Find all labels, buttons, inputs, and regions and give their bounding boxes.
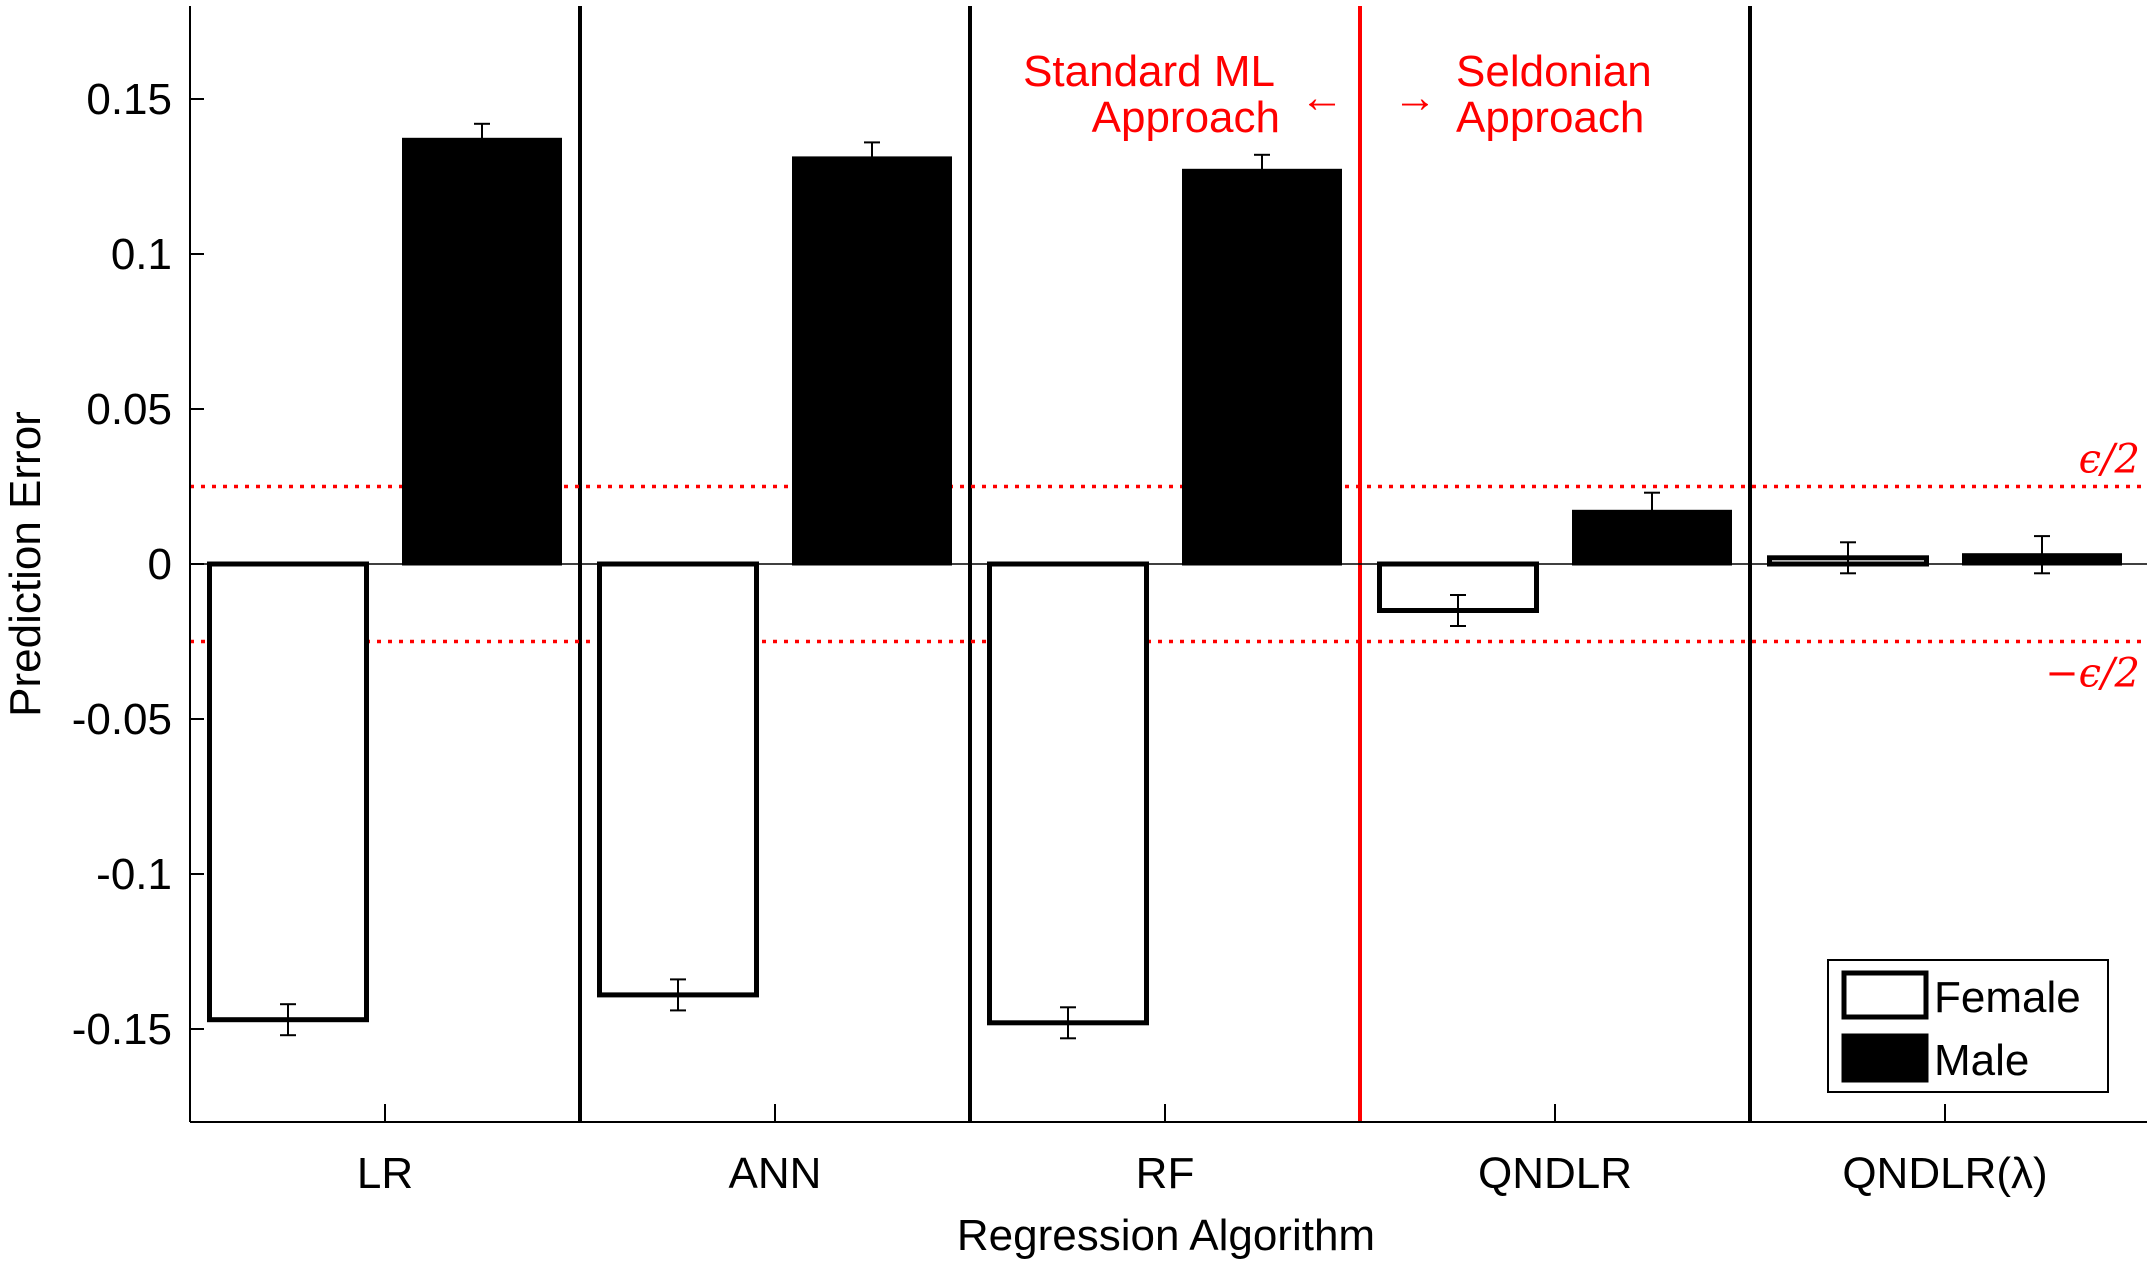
bar-male: [402, 137, 562, 566]
legend-label-female: Female: [1934, 973, 2081, 1022]
legend: Female Male: [1827, 959, 2109, 1093]
annotation-seldonian-approach: Approach: [1456, 93, 1644, 142]
bar-male: [792, 156, 952, 566]
bar-female: [207, 561, 369, 1023]
axes: 0.15 0.1 0.05 0 -0.05 -0.1 -0.15 LR ANN RF QNDLR QN…: [72, 6, 2147, 1198]
annotation-seldonian: Seldonian: [1456, 47, 1652, 96]
x-tick-label: QNDLR: [1478, 1149, 1632, 1198]
bars: [207, 122, 2122, 1040]
y-axis-title: Prediction Error: [1, 411, 50, 717]
x-tick-label: ANN: [729, 1149, 822, 1198]
x-tick-label: LR: [357, 1149, 413, 1198]
x-tick-label: RF: [1136, 1149, 1195, 1198]
y-tick-label: 0: [148, 540, 172, 589]
epsilon-half-label: ϵ/2: [2079, 437, 2140, 483]
reference-lines: ϵ/2 −ϵ/2: [190, 437, 2147, 697]
y-tick-label: 0.05: [86, 385, 172, 434]
legend-label-male: Male: [1934, 1036, 2029, 1085]
annotation-standard-approach: Approach: [1092, 93, 1280, 142]
x-tick-label: QNDLR(λ): [1842, 1149, 2047, 1198]
annotation-left-arrow: ←: [1300, 73, 1344, 122]
legend-swatch-female: [1841, 970, 1929, 1020]
legend-swatch-male: [1841, 1033, 1929, 1083]
y-tick-label: 0.15: [86, 75, 172, 124]
y-tick-label: 0.1: [111, 230, 172, 279]
annotation-standard-ml: Standard ML: [1023, 47, 1275, 96]
x-axis-title: Regression Algorithm: [957, 1211, 1375, 1260]
bar-female: [987, 561, 1149, 1026]
neg-epsilon-half-label: −ϵ/2: [2045, 651, 2140, 697]
annotation-right-arrow: →: [1393, 73, 1437, 122]
y-tick-label: -0.1: [96, 850, 172, 899]
bar-male: [1182, 168, 1342, 566]
bar-female: [597, 561, 759, 998]
y-tick-label: -0.15: [72, 1005, 172, 1054]
y-tick-label: -0.05: [72, 695, 172, 744]
